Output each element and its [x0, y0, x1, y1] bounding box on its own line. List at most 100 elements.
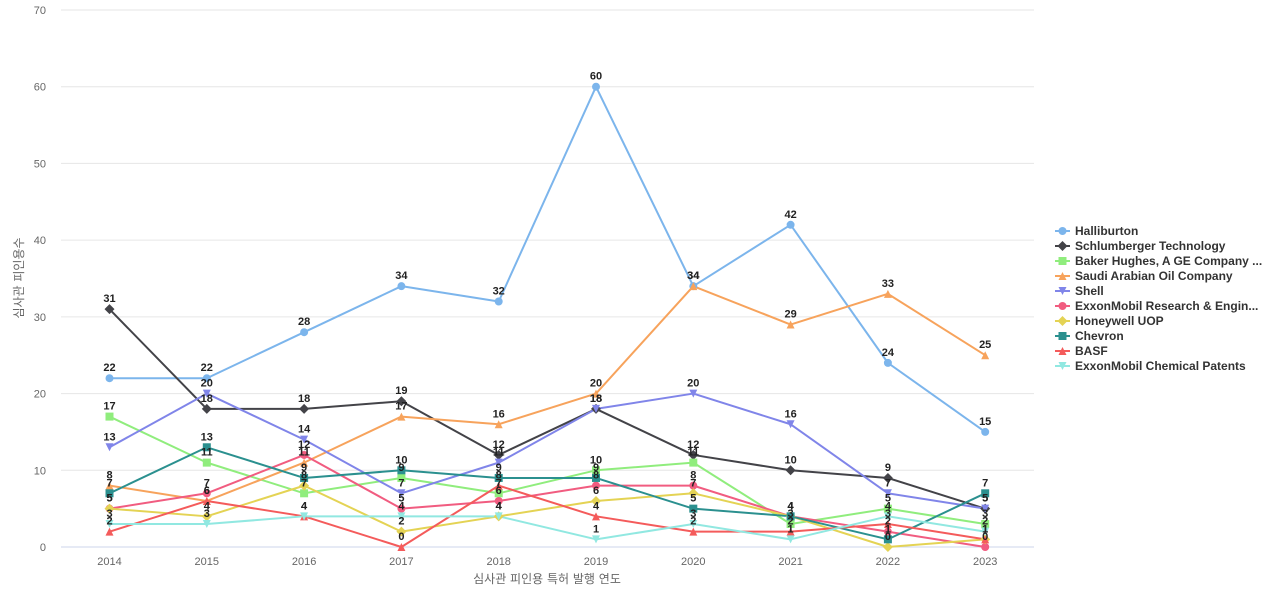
data-point — [592, 473, 600, 482]
data-point — [981, 543, 990, 551]
data-label: 4 — [398, 500, 405, 512]
data-label: 5 — [398, 493, 404, 505]
data-label: 5 — [106, 493, 112, 505]
data-point — [591, 495, 601, 506]
data-point — [981, 519, 990, 528]
data-point — [883, 489, 892, 498]
data-label: 7 — [982, 477, 988, 489]
x-tick-label: 2014 — [97, 556, 121, 568]
data-point — [688, 488, 699, 499]
data-point — [202, 496, 211, 505]
data-point — [883, 535, 892, 544]
data-label: 24 — [882, 347, 895, 359]
data-label: 1 — [982, 523, 988, 535]
data-point — [494, 458, 503, 467]
data-label: 10 — [590, 454, 602, 466]
data-label: 3 — [885, 508, 891, 520]
data-label: 34 — [687, 270, 700, 282]
data-point — [689, 519, 698, 528]
data-label: 15 — [979, 416, 991, 428]
y-axis-title: 심사관 피인용수 — [12, 237, 26, 318]
data-label: 11 — [493, 447, 505, 459]
data-label: 4 — [593, 500, 600, 512]
data-point — [494, 297, 503, 306]
data-label: 17 — [395, 401, 407, 413]
legend-label: Schlumberger Technology — [1075, 239, 1226, 253]
legend-label: Honeywell UOP — [1075, 314, 1164, 328]
legend-label: BASF — [1075, 344, 1108, 358]
y-tick-label: 30 — [34, 312, 46, 324]
data-label: 8 — [593, 470, 599, 482]
legend-symbol — [1058, 362, 1067, 370]
data-label: 3 — [788, 508, 794, 520]
data-point — [494, 473, 503, 482]
series-line — [108, 308, 986, 510]
data-point — [592, 404, 600, 413]
data-label: 7 — [204, 477, 210, 489]
data-point — [786, 220, 795, 229]
y-tick-label: 20 — [34, 389, 46, 401]
data-label: 12 — [687, 439, 699, 451]
data-label: 9 — [301, 462, 307, 474]
data-point — [981, 351, 990, 360]
series-markers — [104, 82, 991, 552]
data-point — [689, 527, 698, 536]
data-label: 1 — [885, 523, 891, 535]
data-point — [201, 403, 212, 414]
data-label: 3 — [106, 508, 112, 520]
data-label: 4 — [788, 500, 795, 512]
legend-label: Chevron — [1075, 329, 1124, 343]
legend-item: Shell — [1055, 284, 1104, 298]
x-tick-label: 2020 — [681, 556, 705, 568]
legend-label: Shell — [1075, 284, 1104, 298]
data-point — [689, 458, 698, 467]
legend-symbol — [1057, 316, 1068, 326]
data-point — [883, 289, 892, 298]
data-label: 33 — [882, 278, 894, 290]
legend-symbol — [1058, 302, 1067, 310]
legend-item: ExxonMobil Research & Engin... — [1055, 299, 1258, 313]
data-label: 11 — [298, 447, 310, 459]
data-label: 29 — [784, 309, 796, 321]
data-label: 7 — [496, 477, 502, 489]
data-label: 7 — [301, 477, 307, 489]
data-label: 6 — [204, 485, 210, 497]
data-point — [397, 466, 406, 475]
data-point — [105, 489, 114, 498]
data-label: 25 — [979, 339, 991, 351]
legend-item: Schlumberger Technology — [1055, 239, 1226, 253]
data-label: 6 — [593, 485, 599, 497]
data-point — [105, 374, 114, 383]
series-lines — [108, 85, 986, 548]
data-point — [883, 512, 892, 521]
data-label: 6 — [204, 485, 210, 497]
data-point — [299, 403, 310, 414]
legend-symbol — [1058, 272, 1067, 280]
data-point — [981, 504, 990, 513]
data-label: 7 — [106, 477, 112, 489]
data-label: 13 — [201, 431, 213, 443]
data-label: 10 — [395, 454, 407, 466]
data-label: 2 — [690, 516, 696, 528]
data-label: 18 — [590, 393, 602, 405]
data-label: 5 — [690, 493, 696, 505]
series-line — [109, 484, 986, 548]
data-label: 14 — [298, 424, 311, 436]
x-axis-ticks: 2014 2015 2016 2017 2018 2019 2020 2021 2022 2023 — [97, 556, 997, 568]
x-axis-title: 심사관 피인용 특허 발행 연도 — [473, 571, 621, 586]
legend-symbol — [1058, 227, 1067, 235]
data-point — [786, 535, 795, 544]
data-label: 4 — [301, 500, 308, 512]
data-point — [592, 512, 600, 521]
data-label: 20 — [590, 378, 602, 390]
legend-label: Baker Hughes, A GE Company ... — [1075, 254, 1262, 268]
data-label: 2 — [982, 516, 988, 528]
data-label: 22 — [103, 362, 115, 374]
legend-item: BASF — [1055, 344, 1108, 358]
data-point — [592, 481, 600, 490]
data-point — [397, 489, 406, 498]
x-tick-label: 2023 — [973, 556, 997, 568]
x-tick-label: 2019 — [584, 556, 608, 568]
